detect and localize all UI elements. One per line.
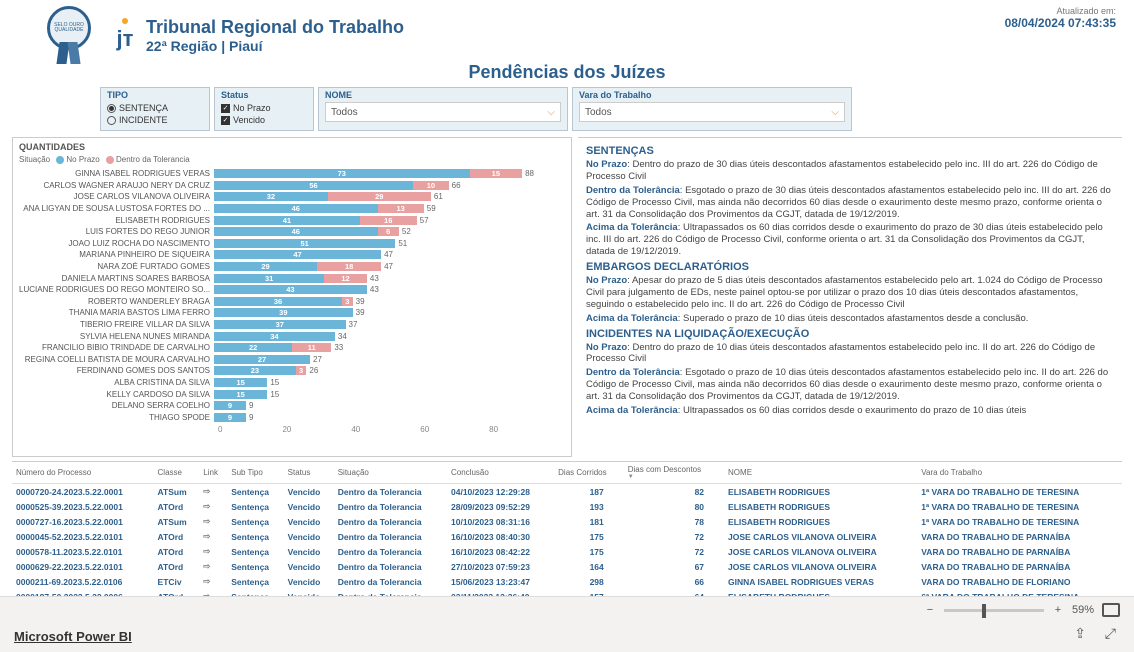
bar-row[interactable]: FERDINAND GOMES DOS SANTOS23326 [19,365,565,377]
powerbi-link[interactable]: Microsoft Power BI [14,629,132,644]
bar-row[interactable]: THANIA MARIA BASTOS LIMA FERRO3939 [19,307,565,319]
zoom-level: 59% [1072,604,1094,616]
bar-row[interactable]: ROBERTO WANDERLEY BRAGA36339 [19,296,565,308]
bar-row[interactable]: DELANO SERRA COELHO99 [19,400,565,412]
filter-status[interactable]: Status ✓No Prazo ✓Vencido [214,87,314,131]
court-region: 22ª Região | Piauí [146,38,404,54]
radio-sentenca[interactable] [107,104,116,113]
share-icon[interactable]: ⇪ [1074,625,1086,642]
zoom-out-button[interactable]: − [924,604,936,616]
chevron-down-icon: ⌵ [831,107,839,118]
bar-row[interactable]: JOSE CARLOS VILANOVA OLIVEIRA322961 [19,191,565,203]
trt-logo-icon: jт [110,17,140,53]
bar-row[interactable]: KELLY CARDOSO DA SILVA1515 [19,388,565,400]
bar-row[interactable]: ANA LIGYAN DE SOUSA LUSTOSA FORTES DO ..… [19,203,565,215]
filter-vara[interactable]: Vara do Trabalho Todos⌵ [572,87,852,131]
info-panel[interactable]: SENTENÇAS No Prazo: Dentro do prazo de 3… [578,137,1122,455]
check-noprazo[interactable]: ✓ [221,104,230,113]
table-row[interactable]: 0000629-22.2023.5.22.0101ATOrd⇨SentençaV… [12,559,1122,574]
bar-row[interactable]: THIAGO SPODE99 [19,411,565,423]
chevron-down-icon: ⌵ [547,107,555,118]
quality-seal-icon: SELO OURO QUALIDADE [40,6,98,64]
bar-row[interactable]: TIBERIO FREIRE VILLAR DA SILVA3737 [19,319,565,331]
bar-row[interactable]: GINNA ISABEL RODRIGUES VERAS731588 [19,168,565,180]
bar-row[interactable]: FRANCILIO BIBIO TRINDADE DE CARVALHO2211… [19,342,565,354]
fit-page-icon[interactable] [1102,603,1120,617]
bar-row[interactable]: MARIANA PINHEIRO DE SIQUEIRA4747 [19,249,565,261]
check-vencido[interactable]: ✓ [221,116,230,125]
table-row[interactable]: 0000211-69.2023.5.22.0106ETCiv⇨SentençaV… [12,574,1122,589]
court-name: Tribunal Regional do Trabalho [146,17,404,38]
updated-label: Atualizado em: [1005,6,1116,16]
table-row[interactable]: 0000727-16.2023.5.22.0001ATSum⇨SentençaV… [12,514,1122,529]
bar-row[interactable]: ALBA CRISTINA DA SILVA1515 [19,377,565,389]
bar-row[interactable]: ELISABETH RODRIGUES411657 [19,214,565,226]
zoom-in-button[interactable]: + [1052,604,1064,616]
bar-row[interactable]: JOAO LUIZ ROCHA DO NASCIMENTO5151 [19,238,565,250]
bar-row[interactable]: SYLVIA HELENA NUNES MIRANDA3434 [19,330,565,342]
chart-panel: QUANTIDADES Situação No Prazo Dentro da … [12,137,572,457]
bar-row[interactable]: NARA ZOÉ FURTADO GOMES291847 [19,261,565,273]
table-row[interactable]: 0000525-39.2023.5.22.0001ATOrd⇨SentençaV… [12,499,1122,514]
process-table[interactable]: Número do ProcessoClasseLinkSub TipoStat… [12,461,1122,604]
filter-nome[interactable]: NOME Todos⌵ [318,87,568,131]
table-row[interactable]: 0000045-52.2023.5.22.0101ATOrd⇨SentençaV… [12,529,1122,544]
expand-icon[interactable]: ⤢ [1105,625,1116,642]
bar-row[interactable]: LUCIANE RODRIGUES DO REGO MONTEIRO SO...… [19,284,565,296]
bar-row[interactable]: REGINA COELLI BATISTA DE MOURA CARVALHO2… [19,354,565,366]
bar-row[interactable]: LUIS FORTES DO REGO JUNIOR46652 [19,226,565,238]
bar-row[interactable]: CARLOS WAGNER ARAUJO NERY DA CRUZ561066 [19,180,565,192]
updated-timestamp: 08/04/2024 07:43:35 [1005,16,1116,30]
table-row[interactable]: 0000720-24.2023.5.22.0001ATSum⇨SentençaV… [12,484,1122,500]
filter-tipo[interactable]: TIPO SENTENÇA INCIDENTE [100,87,210,131]
bar-row[interactable]: DANIELA MARTINS SOARES BARBOSA311243 [19,272,565,284]
radio-incidente[interactable] [107,116,116,125]
zoom-slider[interactable] [944,609,1044,612]
table-row[interactable]: 0000578-11.2023.5.22.0101ATOrd⇨SentençaV… [12,544,1122,559]
